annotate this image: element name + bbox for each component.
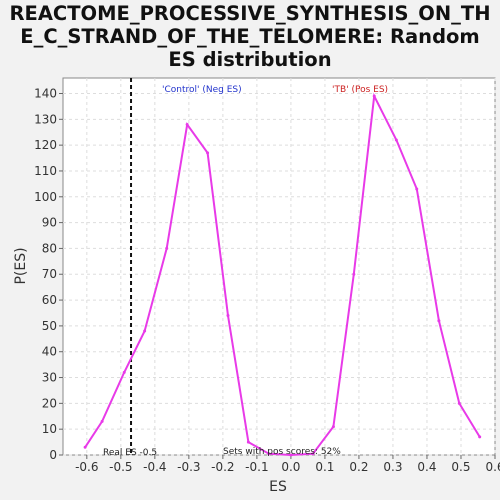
x-tick-label: 0.0 [281, 460, 300, 474]
data-point [331, 425, 335, 429]
y-tick-label: 130 [34, 112, 57, 126]
control-annotation: 'Control' (Neg ES) [162, 85, 242, 95]
y-tick-label: 140 [34, 86, 57, 100]
y-tick-label: 80 [42, 241, 57, 255]
pos-scores-annotation: Sets with pos scores: 52% [223, 447, 341, 457]
data-point [478, 435, 482, 439]
y-tick-label: 0 [49, 448, 57, 462]
data-point [122, 370, 126, 374]
data-point [226, 314, 230, 318]
data-point [246, 440, 250, 444]
data-point [83, 445, 87, 449]
x-tick-label: -0.2 [211, 460, 234, 474]
x-tick-label: 0.4 [417, 460, 436, 474]
x-tick-label: 0.6 [485, 460, 500, 474]
y-axis-label: P(ES) [13, 247, 29, 284]
data-point [165, 246, 169, 250]
series-points [83, 94, 482, 457]
y-tick-label: 90 [42, 216, 57, 230]
series-line-es-distribution [84, 92, 481, 457]
chart-title-line-2: E_C_STRAND_OF_THE_TELOMERE: Random [20, 25, 480, 48]
data-point [372, 94, 376, 98]
x-axis-label: ES [269, 479, 287, 495]
data-point [267, 452, 271, 456]
data-point [352, 272, 356, 276]
data-point [185, 122, 189, 126]
data-point [457, 401, 461, 405]
x-tick-label: -0.4 [143, 460, 166, 474]
tb-annotation: 'TB' (Pos ES) [332, 85, 388, 95]
y-tick-label: 120 [34, 138, 57, 152]
plot-area [62, 77, 496, 456]
y-tick-label: 20 [42, 396, 57, 410]
real-es-annotation: Real ES -0.5 [103, 448, 157, 458]
x-tick-label: -0.3 [177, 460, 200, 474]
y-tick-label: 40 [42, 345, 57, 359]
y-tick-label: 30 [42, 371, 57, 385]
x-tick-label: 0.1 [315, 460, 334, 474]
chart-title-line-1: REACTOME_PROCESSIVE_SYNTHESIS_ON_TH [9, 2, 491, 25]
x-tick-label: -0.6 [75, 460, 98, 474]
y-tick-label: 50 [42, 319, 57, 333]
data-point [206, 151, 210, 155]
y-tick-label: 60 [42, 293, 57, 307]
y-tick-label: 70 [42, 267, 57, 281]
x-axis-ticks: -0.6 -0.5 -0.4 -0.3 -0.2 -0.1 0.0 0.1 0.2 0.3 0.4 0… [75, 455, 500, 474]
data-point [415, 187, 419, 191]
data-point [394, 138, 398, 142]
data-point [437, 319, 441, 323]
y-tick-label: 100 [34, 190, 57, 204]
chart-title-line-3: ES distribution [168, 48, 332, 71]
y-tick-label: 110 [34, 164, 57, 178]
y-tick-label: 10 [42, 422, 57, 436]
x-tick-label: 0.2 [349, 460, 368, 474]
data-point [100, 419, 104, 423]
x-tick-label: 0.5 [451, 460, 470, 474]
y-axis-ticks: 0 10 20 30 40 50 60 70 80 90 100 110 120 130 140 [34, 86, 63, 462]
x-tick-label: -0.5 [109, 460, 132, 474]
data-point [289, 453, 293, 457]
data-point [143, 329, 147, 333]
data-point [311, 452, 315, 456]
chart-title: REACTOME_PROCESSIVE_SYNTHESIS_ON_TH E_C_… [0, 2, 500, 71]
x-tick-label: -0.1 [245, 460, 268, 474]
x-tick-label: 0.3 [383, 460, 402, 474]
